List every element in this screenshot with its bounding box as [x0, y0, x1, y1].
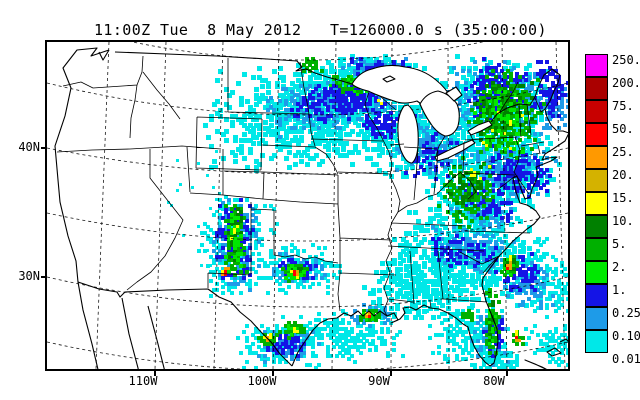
us-precipitation-map	[47, 42, 568, 369]
colorbar-box	[585, 284, 608, 307]
great-lakes	[351, 64, 493, 164]
lon-axis-label: 110W	[128, 374, 158, 388]
colorbar-value-label: 0.25	[612, 306, 640, 320]
colorbar-value-label: 200.	[612, 76, 640, 90]
colorbar-value-label: 50.	[612, 122, 634, 136]
lon-axis-tick	[272, 371, 274, 376]
lat-axis-label: 30N	[18, 269, 40, 283]
plot-timestamp-label: 11:00Z Tue 8 May 2012	[94, 21, 302, 39]
plot-frame	[45, 40, 570, 371]
colorbar-value-label: 1.	[612, 283, 627, 297]
colorbar-box	[585, 307, 608, 330]
colorbar-box	[585, 192, 608, 215]
colorbar-value-label: 10.	[612, 214, 634, 228]
lat-axis-tick	[41, 147, 46, 149]
colorbar-value-label: 0.01	[612, 352, 640, 366]
colorbar-box	[585, 146, 608, 169]
lat-axis-label: 40N	[18, 140, 40, 154]
colorbar-value-label: 0.10	[612, 329, 640, 343]
lon-axis-label: 100W	[247, 374, 277, 388]
colorbar-value-label: 15.	[612, 191, 634, 205]
colorbar-box	[585, 330, 608, 353]
lon-axis-tick	[506, 371, 508, 376]
state-borders	[56, 55, 546, 317]
colorbar-box	[585, 100, 608, 123]
lon-axis-tick	[154, 371, 156, 376]
colorbar-value-label: 20.	[612, 168, 634, 182]
colorbar-box	[585, 261, 608, 284]
colorbar-box	[585, 169, 608, 192]
colorbar-value-label: 5.	[612, 237, 627, 251]
colorbar-box	[585, 77, 608, 100]
colorbar-value-label: 25.	[612, 145, 634, 159]
lat-axis-tick	[41, 276, 46, 278]
colorbar-box	[585, 238, 608, 261]
colorbar-value-label: 2.	[612, 260, 627, 274]
colorbar-box	[585, 215, 608, 238]
lon-axis-label: 90W	[368, 374, 390, 388]
colorbar-value-label: 75.	[612, 99, 634, 113]
colorbar-box	[585, 54, 608, 77]
colorbar-box	[585, 123, 608, 146]
model-time-label: T=126000.0 s (35:00:00)	[330, 21, 547, 39]
lon-axis-tick	[390, 371, 392, 376]
lon-axis-label: 80W	[483, 374, 505, 388]
colorbar-value-label: 250.	[612, 53, 640, 67]
